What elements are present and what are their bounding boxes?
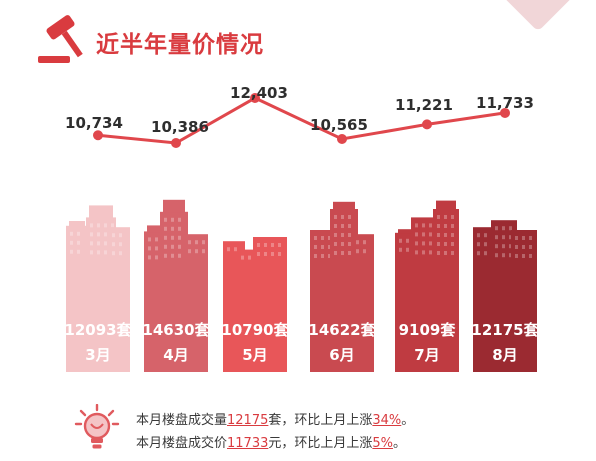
price-label-3: 12,403 [230, 84, 288, 102]
volume-label-1: 12093套 [64, 321, 132, 339]
volume-label-5: 9109套 [399, 321, 457, 339]
month-label-3: 5月 [242, 346, 267, 364]
month-label-5: 7月 [414, 346, 439, 364]
building-4 [310, 201, 374, 372]
month-label-2: 4月 [163, 346, 188, 364]
price-label-1: 10,734 [65, 114, 123, 132]
summary-volume-prefix: 本月楼盘成交量 [136, 413, 228, 428]
lightbulb-icon [74, 404, 120, 449]
summary-panel: 本月楼盘成交量12175套，环比上月上涨34%。 本月楼盘成交价11733元，环… [74, 398, 574, 458]
building-2 [144, 199, 208, 372]
volume-label-4: 14622套 [308, 321, 376, 339]
summary-price-pct: 5% [372, 436, 394, 451]
price-points [93, 93, 510, 148]
price-point-6 [500, 107, 510, 118]
building-5 [395, 200, 459, 372]
building-3 [223, 237, 287, 372]
price-point-1 [93, 130, 103, 141]
summary-volume-value: 12175 [227, 413, 269, 428]
summary-volume-suffix: 。 [401, 413, 415, 428]
summary-price-suffix: 。 [393, 436, 407, 451]
summary-price-middle: 元，环比上月上涨 [268, 436, 373, 451]
price-volume-chart: 10,734 12093套 3月 10,386 14630套 4月 12,403 10790套… [64, 84, 539, 372]
price-label-4: 10,565 [310, 116, 368, 134]
gavel-icon [38, 15, 83, 63]
title-row: 近半年量价情况 [34, 8, 364, 68]
price-label-5: 11,221 [395, 96, 453, 114]
volume-label-2: 14630套 [142, 321, 210, 339]
chart-labels: 10,734 12093套 3月 10,386 14630套 4月 12,403 10790套… [64, 84, 539, 364]
volume-buildings [66, 199, 537, 372]
month-label-4: 6月 [329, 346, 354, 364]
page-title: 近半年量价情况 [96, 32, 264, 58]
price-point-5 [422, 119, 432, 130]
summary-price-line: 本月楼盘成交价11733元，环比上月上涨5%。 [136, 432, 406, 451]
price-point-4 [337, 134, 347, 145]
volume-label-3: 10790套 [221, 321, 289, 339]
building-1 [66, 205, 130, 372]
price-line [97, 96, 506, 145]
month-label-1: 3月 [85, 346, 110, 364]
summary-price-value: 11733 [227, 436, 269, 451]
price-point-2 [171, 138, 181, 148]
summary-volume-middle: 套，环比上月上涨 [268, 413, 373, 428]
summary-price-prefix: 本月楼盘成交价 [136, 436, 228, 451]
month-label-6: 8月 [492, 346, 517, 364]
volume-label-6: 12175套 [471, 321, 539, 339]
price-point-3 [250, 93, 260, 103]
summary-volume-line: 本月楼盘成交量12175套，环比上月上涨34%。 [136, 409, 414, 428]
price-label-6: 11,733 [476, 94, 534, 112]
building-6 [473, 220, 537, 372]
summary-volume-pct: 34% [372, 413, 402, 428]
price-label-2: 10,386 [151, 118, 209, 136]
